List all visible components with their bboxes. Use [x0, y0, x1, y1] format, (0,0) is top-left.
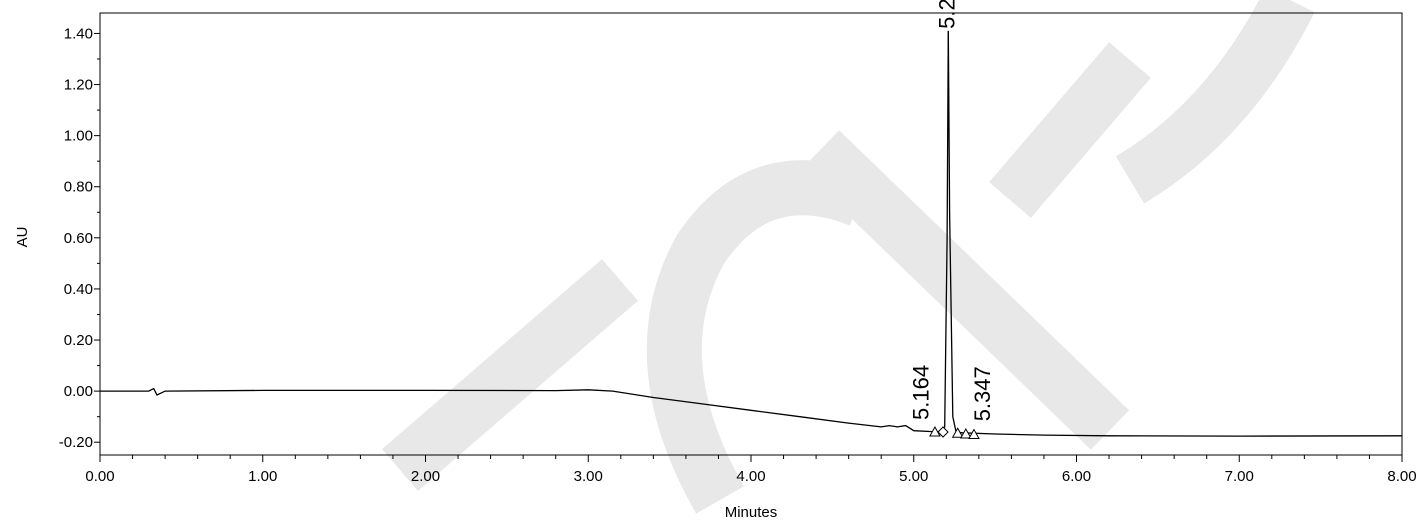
x-tick-label: 2.00 — [411, 468, 440, 485]
y-tick-label: 1.20 — [64, 77, 93, 94]
watermark-stroke-1 — [646, 160, 871, 514]
x-tick-label: 6.00 — [1062, 468, 1091, 485]
peak-triangle-marker — [968, 428, 980, 440]
watermark-stroke-2 — [800, 130, 1130, 450]
y-tick-label: 0.60 — [64, 230, 93, 247]
marker-layer — [929, 425, 980, 440]
x-axis: 0.00 1.00 2.00 3.00 4.00 5.00 6.00 7.00 8.00 — [85, 455, 1417, 485]
y-axis-title: AU — [14, 227, 31, 248]
watermark — [382, 0, 1315, 514]
y-tick-label: 1.40 — [64, 25, 93, 42]
x-tick-label: 8.00 — [1387, 468, 1416, 485]
peak-label: 5.347 — [970, 366, 995, 421]
y-axis: -0.20 0.00 0.20 0.40 0.60 0.80 1.00 1.20 1.40 — [59, 25, 100, 451]
peak-diamond-marker — [937, 426, 949, 438]
peak-label: 5.164 — [908, 365, 933, 420]
y-tick-label: 0.40 — [64, 281, 93, 298]
peak-triangle-marker — [951, 427, 964, 438]
y-tick-label: 0.80 — [64, 179, 93, 196]
peak-triangle-marker — [929, 425, 941, 437]
peak-label: 5.212 — [934, 0, 959, 29]
x-tick-label: 5.00 — [899, 468, 928, 485]
x-tick-label: 0.00 — [85, 468, 114, 485]
x-tick-label: 7.00 — [1225, 468, 1254, 485]
watermark-stroke-5 — [382, 259, 638, 491]
x-axis-title: Minutes — [725, 504, 778, 521]
watermark-stroke-4 — [1115, 0, 1315, 204]
y-tick-label: 0.00 — [64, 383, 93, 400]
y-tick-label: -0.20 — [59, 434, 93, 451]
peak-triangle-marker — [959, 428, 972, 439]
x-tick-label: 1.00 — [248, 468, 277, 485]
watermark-stroke-3 — [989, 42, 1151, 218]
peak-label-layer: 5.212 5.164 5.347 — [908, 0, 995, 421]
y-tick-label: 0.20 — [64, 332, 93, 349]
x-tick-label: 3.00 — [574, 468, 603, 485]
y-tick-label: 1.00 — [64, 128, 93, 145]
x-tick-label: 4.00 — [736, 468, 765, 485]
